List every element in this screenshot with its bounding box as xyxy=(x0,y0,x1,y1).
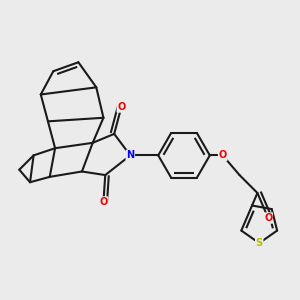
Text: N: N xyxy=(126,150,134,161)
Text: S: S xyxy=(256,238,263,248)
Text: O: O xyxy=(264,213,272,223)
Text: O: O xyxy=(117,102,125,112)
Text: O: O xyxy=(99,197,108,207)
Text: O: O xyxy=(219,150,227,161)
